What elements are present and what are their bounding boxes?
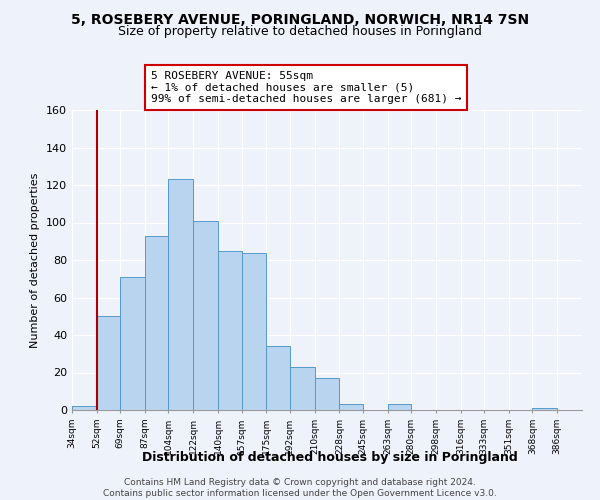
Text: Contains HM Land Registry data © Crown copyright and database right 2024.
Contai: Contains HM Land Registry data © Crown c… (103, 478, 497, 498)
Bar (314, 378, 340, 410)
Y-axis label: Number of detached properties: Number of detached properties (31, 172, 40, 348)
Text: Size of property relative to detached houses in Poringland: Size of property relative to detached ho… (118, 25, 482, 38)
Bar (145, 236, 169, 410)
Text: 5 ROSEBERY AVENUE: 55sqm
← 1% of detached houses are smaller (5)
99% of semi-det: 5 ROSEBERY AVENUE: 55sqm ← 1% of detache… (151, 71, 461, 104)
Bar (242, 252, 266, 410)
Bar (72, 406, 97, 410)
Bar (290, 367, 314, 410)
Bar (266, 346, 290, 410)
Bar (388, 404, 411, 410)
Bar (120, 277, 145, 410)
Text: 5, ROSEBERY AVENUE, PORINGLAND, NORWICH, NR14 7SN: 5, ROSEBERY AVENUE, PORINGLAND, NORWICH,… (71, 12, 529, 26)
Bar (193, 220, 218, 410)
Bar (340, 404, 363, 410)
Bar (97, 316, 120, 410)
Bar (169, 180, 193, 410)
Text: Distribution of detached houses by size in Poringland: Distribution of detached houses by size … (142, 451, 518, 464)
Bar (532, 408, 557, 410)
Bar (218, 250, 242, 410)
